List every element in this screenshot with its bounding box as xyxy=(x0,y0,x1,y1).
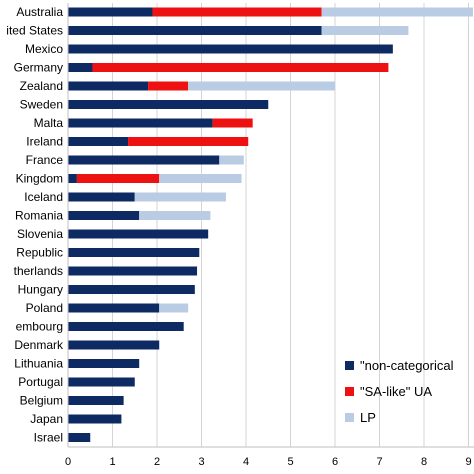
bar-australia-series-0 xyxy=(68,7,153,17)
legend-swatch-1 xyxy=(345,387,354,396)
category-label: therlands xyxy=(14,264,63,278)
bar-denmark-series-0 xyxy=(68,340,160,350)
category-label: Hungary xyxy=(18,283,63,297)
bar-embourg-series-0 xyxy=(68,322,184,331)
bar-germany-series-1 xyxy=(92,63,389,72)
bar-zealand-series-2 xyxy=(188,81,335,91)
category-label: Denmark xyxy=(14,338,64,352)
category-label: Malta xyxy=(34,116,64,130)
bar-ited-states-series-0 xyxy=(68,26,322,35)
bar-belgium-series-0 xyxy=(68,396,124,405)
bar-lithuania-series-0 xyxy=(68,359,140,368)
gridlines xyxy=(112,3,469,447)
bar-hungary-series-0 xyxy=(68,285,195,294)
bar-malta-series-0 xyxy=(68,118,213,128)
bar-australia-series-1 xyxy=(152,7,322,17)
bar-portugal-series-0 xyxy=(68,377,135,387)
bar-mexico-series-0 xyxy=(68,44,393,54)
x-tick-0: 0 xyxy=(65,456,71,468)
category-label: Lithuania xyxy=(14,357,63,371)
bar-israel-series-0 xyxy=(68,433,91,442)
category-label: Slovenia xyxy=(17,227,63,241)
x-tick-3: 3 xyxy=(198,456,204,468)
bar-romania-series-2 xyxy=(139,211,211,220)
bar-australia-series-2 xyxy=(321,7,473,17)
x-tick-1: 1 xyxy=(109,456,115,468)
category-label: Mexico xyxy=(25,42,63,56)
x-tick-2: 2 xyxy=(154,456,160,468)
bars xyxy=(68,7,473,442)
bar-france-series-0 xyxy=(68,155,220,165)
category-label: Belgium xyxy=(20,394,63,408)
bar-malta-series-1 xyxy=(212,118,253,128)
x-tick-labels: 0 1 2 3 4 5 6 7 8 9 xyxy=(65,456,472,468)
category-label: Germany xyxy=(14,61,63,75)
bar-france-series-2 xyxy=(219,155,244,165)
bar-ireland-series-1 xyxy=(128,137,249,146)
bar-sweden-series-0 xyxy=(68,100,269,109)
category-label: Poland xyxy=(26,301,63,315)
category-label: Sweden xyxy=(20,98,63,112)
x-tick-4: 4 xyxy=(243,456,249,468)
x-tick-9: 9 xyxy=(465,456,471,468)
bar-kingdom-series-2 xyxy=(159,174,242,183)
bar-kingdom-series-1 xyxy=(76,174,160,183)
bar-zealand-series-1 xyxy=(148,81,189,91)
bar-ireland-series-0 xyxy=(68,137,129,146)
category-label: Kingdom xyxy=(16,172,63,186)
bar-iceland-series-2 xyxy=(134,192,226,202)
category-label: Australia xyxy=(16,5,63,19)
bar-ited-states-series-2 xyxy=(321,26,409,35)
x-tick-8: 8 xyxy=(421,456,427,468)
legend-label-1: "SA-like" UA xyxy=(360,384,432,399)
category-label: Israel xyxy=(34,431,63,445)
legend-label-2: LP xyxy=(360,410,376,425)
category-label: ited States xyxy=(6,24,63,38)
category-label: embourg xyxy=(16,320,63,334)
legend-label-0: "non-categorical xyxy=(360,358,454,373)
bar-slovenia-series-0 xyxy=(68,229,209,239)
x-tick-5: 5 xyxy=(287,456,293,468)
bar-romania-series-0 xyxy=(68,211,140,220)
category-label: Japan xyxy=(30,412,63,426)
category-label: Iceland xyxy=(24,190,63,204)
bar-poland-series-0 xyxy=(68,303,160,313)
bar-republic-series-0 xyxy=(68,248,200,257)
axes xyxy=(67,3,474,448)
bar-iceland-series-0 xyxy=(68,192,135,202)
bar-zealand-series-0 xyxy=(68,81,149,91)
legend-swatch-2 xyxy=(345,413,354,422)
x-tick-7: 7 xyxy=(376,456,382,468)
legend-swatch-0 xyxy=(345,361,354,370)
category-label: Romania xyxy=(15,209,63,223)
bar-therlands-series-0 xyxy=(68,266,198,276)
bar-germany-series-0 xyxy=(68,63,93,72)
bar-kingdom-series-0 xyxy=(68,174,77,183)
x-tick-6: 6 xyxy=(332,456,338,468)
bar-japan-series-0 xyxy=(68,414,122,424)
category-label: France xyxy=(26,153,64,167)
category-labels: Australia ited States Mexico Germany Zealand… xyxy=(6,5,64,445)
category-label: Portugal xyxy=(18,375,63,389)
category-label: Ireland xyxy=(26,135,63,149)
legend: "non-categorical "SA-like" UA LP xyxy=(345,358,454,425)
category-label: Republic xyxy=(16,246,63,260)
category-label: Zealand xyxy=(20,79,63,93)
bar-poland-series-2 xyxy=(159,303,189,313)
